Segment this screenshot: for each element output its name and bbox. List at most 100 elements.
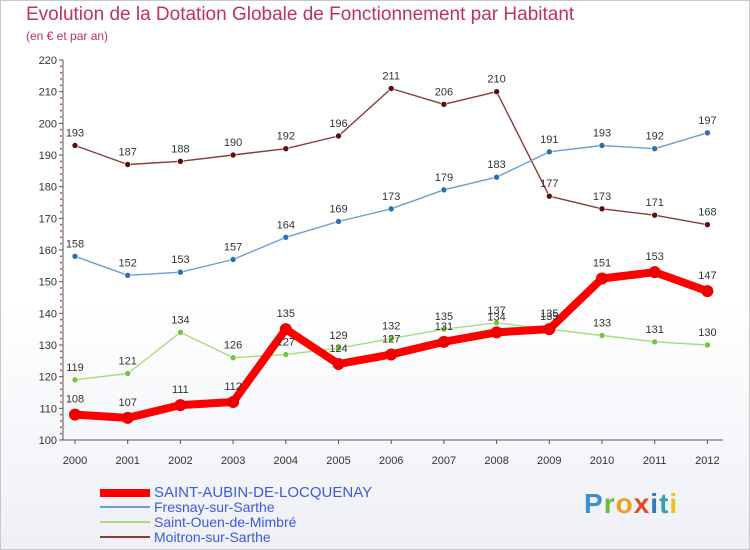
- y-minor-tick: [60, 211, 62, 213]
- data-label: 131: [646, 324, 664, 336]
- y-minor-tick: [60, 356, 62, 359]
- data-label: 190: [224, 137, 242, 149]
- y-minor-tick: [60, 350, 62, 353]
- data-label: 137: [487, 305, 505, 317]
- data-label: 206: [435, 86, 453, 98]
- x-tick-label: 2003: [221, 455, 245, 467]
- data-label: 134: [487, 311, 505, 323]
- y-minor-tick: [60, 306, 62, 308]
- proxiti-logo: Proxiti: [584, 488, 678, 520]
- legend-swatch-fresnay: [100, 506, 150, 508]
- y-minor-tick: [60, 337, 62, 340]
- x-tick-label: 2007: [432, 455, 456, 467]
- data-point: [440, 186, 448, 194]
- data-point: [121, 411, 134, 424]
- data-point: [651, 211, 659, 219]
- y-minor-tick: [60, 141, 62, 144]
- data-point: [124, 272, 131, 279]
- data-label: 177: [540, 178, 558, 190]
- legend-swatch-moitron: [100, 536, 150, 538]
- x-tick-label: 2000: [63, 455, 87, 467]
- y-tick-label: 140: [39, 308, 57, 320]
- y-minor-tick: [60, 192, 62, 194]
- x-tick-label: 2004: [274, 455, 298, 467]
- data-point: [335, 218, 342, 225]
- y-minor-tick: [60, 369, 62, 372]
- data-point: [493, 319, 500, 327]
- logo-letter: r: [603, 488, 616, 519]
- data-point: [282, 351, 290, 358]
- y-minor-tick: [60, 160, 62, 163]
- y-minor-tick: [60, 388, 62, 391]
- y-minor-tick: [60, 179, 62, 182]
- y-minor-tick: [60, 230, 62, 232]
- logo-letter: x: [633, 488, 651, 519]
- logo-letter: t: [659, 488, 670, 519]
- data-point: [69, 408, 81, 421]
- y-tick-label: 220: [39, 55, 57, 67]
- data-point: [335, 132, 342, 140]
- data-label: 210: [487, 74, 505, 86]
- data-label: 164: [277, 219, 295, 231]
- data-label: 179: [435, 172, 453, 184]
- legend-swatch-saint-ouen: [100, 521, 150, 523]
- y-minor-tick: [60, 166, 62, 169]
- y-tick-label: 150: [39, 277, 57, 289]
- chart-subtitle: (en € et par an): [26, 29, 109, 43]
- data-point: [701, 285, 714, 298]
- legend-label: SAINT-AUBIN-DE-LOCQUENAY: [154, 484, 373, 501]
- y-minor-tick: [60, 204, 62, 207]
- data-point: [177, 329, 184, 336]
- data-label: 196: [329, 118, 347, 130]
- y-tick-label: 160: [39, 245, 57, 257]
- data-point: [124, 161, 131, 168]
- y-minor-tick: [60, 394, 62, 397]
- y-minor-tick: [60, 78, 62, 80]
- data-label: 147: [698, 270, 716, 282]
- x-tick-label: 2005: [326, 455, 350, 467]
- y-minor-tick: [60, 135, 62, 137]
- data-point: [177, 268, 184, 276]
- data-point: [704, 341, 711, 349]
- y-minor-tick: [60, 325, 62, 327]
- data-label: 135: [277, 308, 295, 320]
- data-point: [651, 145, 659, 152]
- axes: 100 110 120 130 140 150 160 170 180 190 200 210 220 2…: [39, 55, 723, 467]
- data-label: 134: [171, 314, 189, 326]
- chart-title: Evolution de la Dotation Globale de Fonc…: [26, 4, 575, 25]
- y-tick-label: 190: [39, 150, 57, 162]
- y-minor-tick: [60, 242, 62, 245]
- data-point: [598, 205, 606, 213]
- y-minor-tick: [60, 293, 62, 296]
- data-point: [124, 370, 131, 377]
- data-point: [282, 234, 290, 241]
- y-minor-tick: [60, 223, 62, 226]
- data-label: 133: [593, 318, 611, 330]
- y-minor-tick: [60, 84, 62, 87]
- data-label: 112: [224, 381, 242, 393]
- data-point: [332, 358, 345, 370]
- data-label: 153: [171, 254, 189, 266]
- data-point: [174, 399, 187, 412]
- y-minor-tick: [60, 268, 62, 270]
- y-tick-label: 210: [39, 87, 57, 99]
- data-point: [282, 145, 290, 152]
- legend-label: Moitron-sur-Sarthe: [154, 529, 271, 545]
- y-minor-tick: [60, 363, 62, 365]
- y-tick-label: 130: [39, 340, 57, 352]
- logo-letter: o: [615, 488, 634, 519]
- data-label: 124: [329, 343, 347, 355]
- data-point: [440, 101, 448, 108]
- data-label: 131: [435, 321, 453, 333]
- data-label: 157: [224, 242, 242, 254]
- y-tick-label: 100: [39, 435, 57, 447]
- y-tick-label: 170: [39, 213, 57, 225]
- y-minor-tick: [60, 71, 62, 74]
- x-tick-label: 2002: [168, 455, 192, 467]
- data-label: 183: [487, 159, 505, 171]
- data-point: [279, 323, 292, 336]
- y-minor-tick: [60, 103, 62, 106]
- y-minor-tick: [60, 413, 62, 416]
- y-minor-tick: [60, 173, 62, 175]
- legend-label: Fresnay-sur-Sarthe: [154, 499, 275, 515]
